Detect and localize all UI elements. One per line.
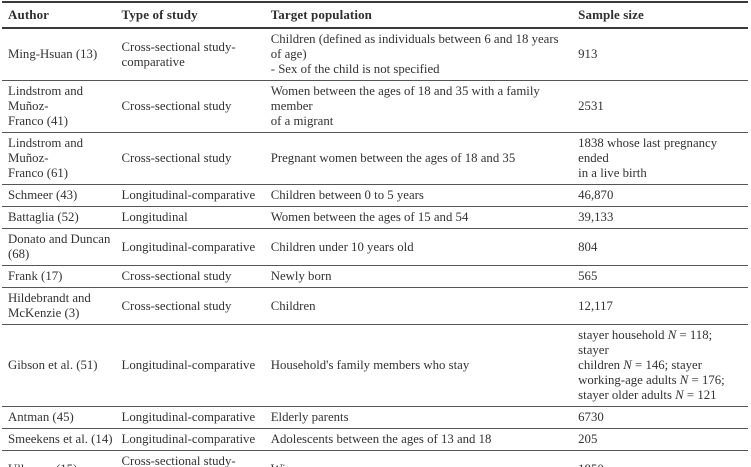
author-cell: Lindstrom and Muñoz- Franco (41) xyxy=(2,80,122,133)
study-type-cell: Cross-sectional study-comparative xyxy=(121,28,271,81)
target-population-cell: Children under 10 years old xyxy=(270,228,579,266)
study-type-cell: Longitudinal xyxy=(121,206,271,229)
target-population-cell: Adolescents between the ages of 13 and 1… xyxy=(270,428,579,451)
table-row: Antman (45) Longitudinal-comparative Eld… xyxy=(2,406,748,429)
author-cell: Lindstrom and Muñoz- Franco (61) xyxy=(2,132,122,185)
sample-size-cell: 6730 xyxy=(578,406,748,429)
target-population-cell: Children between 0 to 5 years xyxy=(270,184,579,207)
target-population-cell: Elderly parents xyxy=(270,406,579,429)
author-cell: Smeekens et al. (14) xyxy=(2,428,122,451)
study-type-cell: Longitudinal-comparative xyxy=(121,406,271,429)
target-population-cell: Women between the ages of 15 and 54 xyxy=(270,206,579,229)
sample-size-cell: 39,133 xyxy=(578,206,748,229)
table-row: Lindstrom and Muñoz- Franco (41) Cross-s… xyxy=(2,80,748,133)
study-type-cell: Cross-sectional study xyxy=(121,80,271,133)
study-type-cell: Cross-sectional study- comparative xyxy=(121,450,271,467)
author-cell: Donato and Duncan (68) xyxy=(2,228,122,266)
author-cell: Antman (45) xyxy=(2,406,122,429)
study-type-cell: Cross-sectional study xyxy=(121,132,271,185)
sample-size-cell: 12,117 xyxy=(578,287,748,325)
target-population-cell: Children (defined as individuals between… xyxy=(270,28,579,81)
column-header-target-population: Target population xyxy=(270,2,579,29)
sample-size-cell: 46,870 xyxy=(578,184,748,207)
column-header-type-of-study: Type of study xyxy=(121,2,271,29)
table-row: Hildebrandt and McKenzie (3) Cross-secti… xyxy=(2,287,748,325)
sample-size-cell: 1850 xyxy=(578,450,748,467)
table-row: Ming-Hsuan (13) Cross-sectional study-co… xyxy=(2,28,748,81)
author-cell: Battaglia (52) xyxy=(2,206,122,229)
target-population-cell: Pregnant women between the ages of 18 an… xyxy=(270,132,579,185)
column-header-author: Author xyxy=(2,2,122,29)
sample-size-cell: 205 xyxy=(578,428,748,451)
table-row: Schmeer (43) Longitudinal-comparative Ch… xyxy=(2,184,748,207)
target-population-cell: Wives xyxy=(270,450,579,467)
author-cell: Schmeer (43) xyxy=(2,184,122,207)
table-row: Lindstrom and Muñoz- Franco (61) Cross-s… xyxy=(2,132,748,185)
table-row: Donato and Duncan (68) Longitudinal-comp… xyxy=(2,228,748,266)
study-type-cell: Longitudinal-comparative xyxy=(121,184,271,207)
sample-size-cell: stayer household N = 118; stayer childre… xyxy=(578,324,748,407)
target-population-cell: Women between the ages of 18 and 35 with… xyxy=(270,80,579,133)
sample-size-cell: 565 xyxy=(578,265,748,288)
table-row: Frank (17) Cross-sectional study Newly b… xyxy=(2,265,748,288)
sample-size-cell: 2531 xyxy=(578,80,748,133)
sample-size-cell: 804 xyxy=(578,228,748,266)
target-population-cell: Children xyxy=(270,287,579,325)
table-row: Gibson et al. (51) Longitudinal-comparat… xyxy=(2,324,748,407)
target-population-cell: Household's family members who stay xyxy=(270,324,579,407)
table-row: Battaglia (52) Longitudinal Women betwee… xyxy=(2,206,748,229)
study-type-cell: Cross-sectional study xyxy=(121,287,271,325)
study-type-cell: Cross-sectional study xyxy=(121,265,271,288)
column-header-sample-size: Sample size xyxy=(578,2,748,29)
author-cell: Frank (17) xyxy=(2,265,122,288)
sample-size-cell: 913 xyxy=(578,28,748,81)
author-cell: Ming-Hsuan (13) xyxy=(2,28,122,81)
study-type-cell: Longitudinal-comparative xyxy=(121,324,271,407)
header-row: Author Type of study Target population S… xyxy=(2,2,748,29)
table-row: Smeekens et al. (14) Longitudinal-compar… xyxy=(2,428,748,451)
author-cell: Gibson et al. (51) xyxy=(2,324,122,407)
author-cell: Ullmann (15) xyxy=(2,450,122,467)
study-type-cell: Longitudinal-comparative xyxy=(121,428,271,451)
study-type-cell: Longitudinal-comparative xyxy=(121,228,271,266)
sample-size-cell: 1838 whose last pregnancy ended in a liv… xyxy=(578,132,748,185)
table-row: Ullmann (15) Cross-sectional study- comp… xyxy=(2,450,748,467)
author-cell: Hildebrandt and McKenzie (3) xyxy=(2,287,122,325)
target-population-cell: Newly born xyxy=(270,265,579,288)
